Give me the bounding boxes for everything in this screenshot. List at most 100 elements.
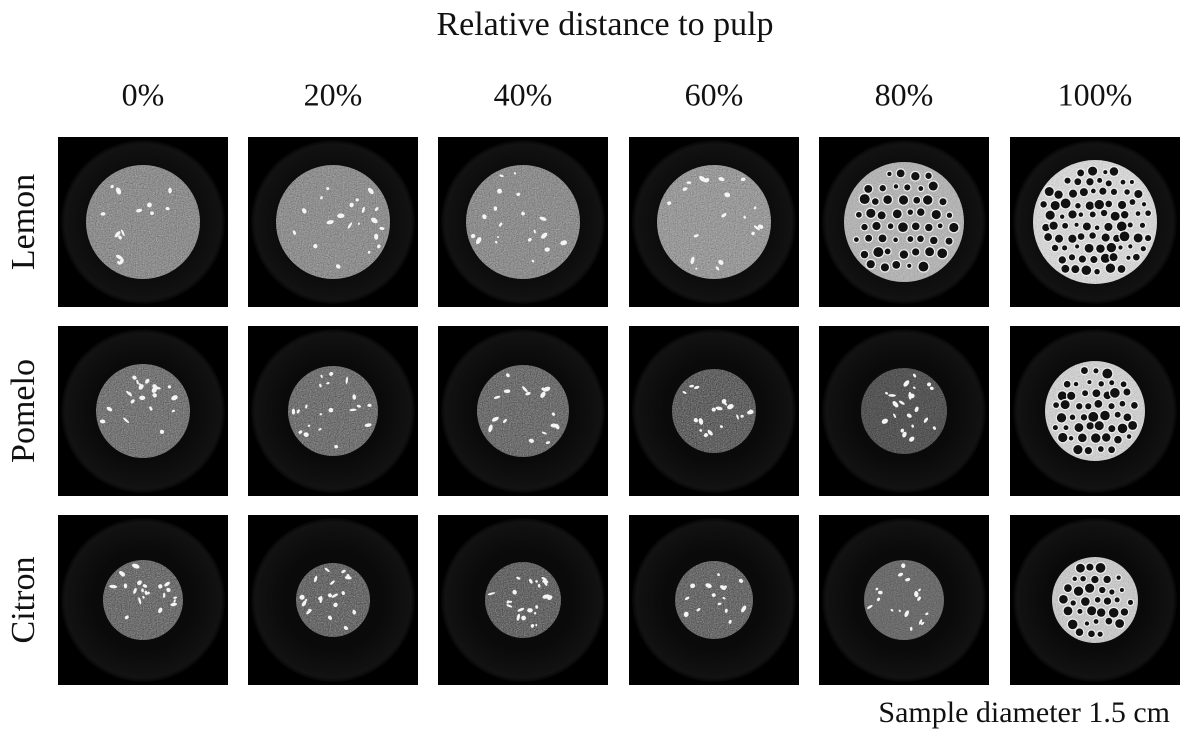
speck (516, 576, 521, 580)
pore (1059, 595, 1068, 604)
speck (749, 409, 753, 413)
scale-note: Sample diameter 1.5 cm (878, 696, 1170, 729)
speck (521, 211, 525, 216)
pore (879, 185, 886, 192)
pore (1145, 210, 1151, 217)
speck (158, 607, 163, 614)
speck (142, 595, 145, 599)
pore (859, 194, 870, 205)
speck (909, 626, 913, 631)
speck (487, 592, 496, 596)
pore (1120, 211, 1129, 219)
pore (1109, 380, 1115, 386)
speck (527, 237, 532, 242)
speck (689, 384, 694, 388)
pore (1080, 414, 1088, 421)
pore (1093, 619, 1099, 624)
speck (888, 394, 896, 397)
pore (1052, 425, 1058, 431)
pore (1100, 253, 1110, 263)
pore (1088, 166, 1098, 176)
speck (343, 626, 349, 631)
speck (898, 400, 905, 405)
pore (1088, 411, 1099, 422)
speck (683, 611, 689, 618)
speck (106, 406, 113, 412)
pore (937, 248, 948, 259)
speck (921, 621, 925, 626)
speck (506, 600, 510, 604)
pore (918, 186, 924, 191)
pore (898, 222, 908, 233)
speck (119, 570, 125, 577)
speck (100, 212, 106, 216)
speck (330, 580, 335, 585)
speck (905, 577, 911, 582)
sample-texture (485, 562, 561, 638)
pore (1095, 562, 1106, 573)
pore (1075, 203, 1081, 209)
pore (918, 261, 929, 272)
ct-image (248, 137, 418, 307)
speck (305, 404, 308, 409)
pore (1080, 367, 1088, 374)
speck (508, 600, 513, 603)
speck (126, 390, 133, 397)
ct-image (248, 515, 418, 685)
sample-texture (96, 364, 190, 458)
pore (1102, 433, 1111, 442)
pore (1086, 422, 1094, 430)
speck (347, 222, 353, 229)
speck (133, 587, 137, 594)
speck (357, 222, 360, 225)
speck (698, 418, 704, 425)
pore (1077, 169, 1085, 177)
speck (152, 393, 157, 398)
ct-image (1010, 326, 1180, 496)
pore (925, 172, 932, 179)
pore (1060, 400, 1070, 410)
speck (499, 222, 503, 227)
speck (724, 608, 728, 613)
pore (1123, 388, 1131, 396)
speck (667, 201, 672, 205)
speck (146, 202, 152, 208)
speck (543, 386, 551, 392)
speck (685, 596, 690, 600)
pore (1089, 211, 1096, 218)
pore (860, 250, 869, 259)
speck (740, 177, 746, 182)
speck (540, 232, 548, 239)
row-label: Citron (5, 557, 42, 644)
ct-image (58, 326, 228, 496)
speck (162, 592, 166, 598)
speck (115, 254, 123, 260)
speck (541, 431, 547, 435)
speck (682, 391, 687, 394)
speck (497, 236, 500, 239)
pore (1109, 167, 1119, 176)
pore (1103, 170, 1108, 175)
speck (367, 187, 374, 195)
speck (699, 429, 703, 432)
speck (893, 413, 897, 418)
pore (892, 260, 901, 269)
speck (522, 386, 528, 393)
ct-image (819, 515, 989, 685)
pore (1084, 243, 1094, 253)
pore (912, 248, 920, 256)
speck (533, 229, 536, 234)
speck (541, 387, 546, 391)
speck (528, 438, 534, 443)
speck (149, 406, 153, 411)
pore (1062, 245, 1068, 251)
speck (527, 608, 533, 613)
speck (374, 233, 379, 240)
speck (521, 615, 526, 621)
pore (1078, 212, 1084, 217)
speck (296, 409, 300, 414)
column-label: 40% (494, 76, 553, 112)
sample-texture (466, 165, 580, 279)
pore (1069, 414, 1076, 420)
